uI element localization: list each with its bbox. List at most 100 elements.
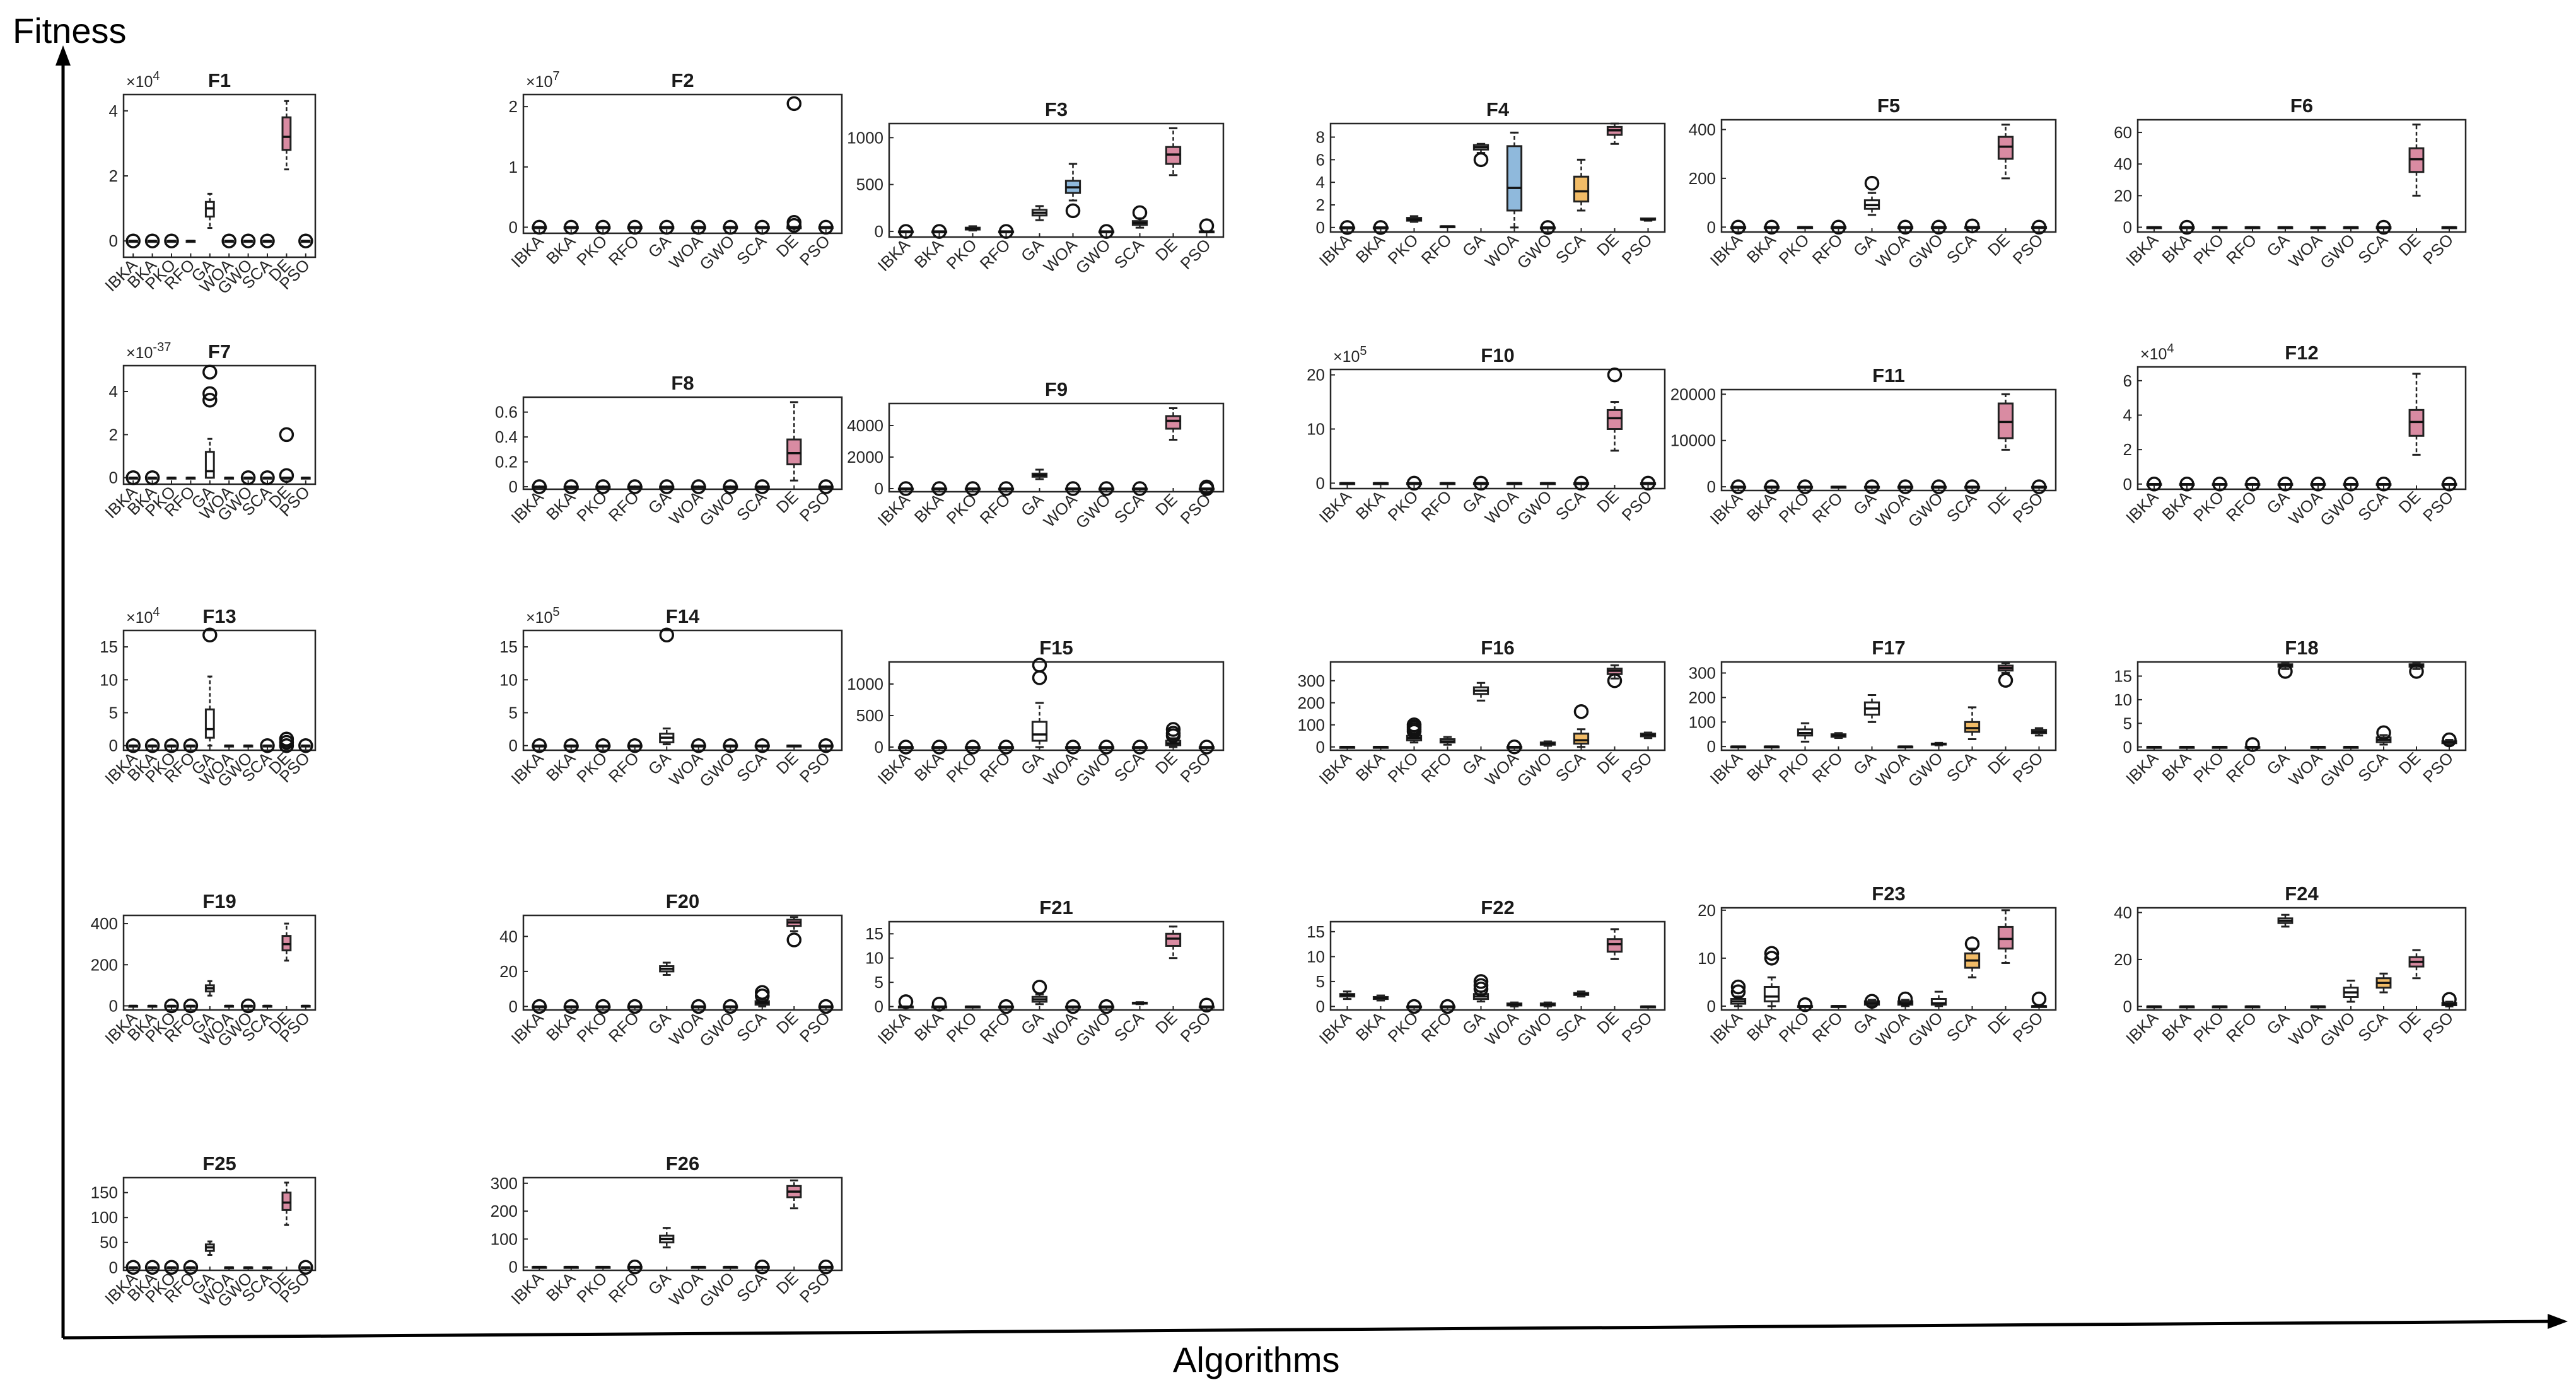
box-gwo: [2343, 746, 2359, 749]
y-tick-label: 0.6: [495, 403, 518, 422]
subplot-title: F12: [2285, 342, 2318, 364]
plot-frame: [122, 914, 317, 1011]
outlier-point: [279, 731, 294, 747]
outlier-point: [965, 481, 981, 496]
x-tick-label: GWO: [696, 748, 738, 791]
outlier-point: [298, 738, 313, 753]
subplot-title: F21: [1039, 896, 1073, 919]
outlier-point: [144, 233, 160, 248]
x-tick-label: WOA: [1481, 1008, 1523, 1050]
box-pso: [2031, 991, 2048, 1008]
x-tick-label: BKA: [2158, 487, 2194, 524]
box-body: [1606, 938, 1623, 953]
box-de: [2408, 124, 2425, 197]
box-bka: [147, 1004, 158, 1008]
outlier-point: [1065, 740, 1081, 755]
outlier-point: [755, 738, 770, 753]
outlier-point: [595, 738, 610, 753]
x-tick-label: BKA: [911, 235, 947, 272]
outlier-point: [691, 219, 706, 235]
box-bka: [1372, 746, 1389, 749]
x-tick-label: PSO: [2419, 748, 2457, 786]
box-de: [281, 1181, 292, 1226]
box-ga: [1031, 980, 1048, 1006]
outlier-point: [298, 233, 313, 248]
y-tick-label: 2: [109, 425, 118, 444]
subplot-title: F8: [671, 372, 694, 394]
x-tick-label: PSO: [1618, 748, 1656, 786]
y-tick-label: 15: [865, 924, 883, 943]
x-tick-label: PSO: [2009, 1008, 2047, 1046]
x-tick-label: PSO: [1177, 1008, 1215, 1046]
x-tick-label: GWO: [1513, 487, 1556, 529]
box-gwo: [240, 233, 256, 248]
box-ibka: [532, 479, 547, 494]
box-sca: [262, 1266, 272, 1270]
x-tick-label: RFO: [976, 1008, 1014, 1046]
box-sca: [1964, 218, 1981, 234]
subplot-title: F26: [666, 1152, 699, 1174]
x-tick-label: RFO: [605, 231, 643, 269]
x-tick-label: SCA: [1943, 489, 1980, 526]
box-pso: [300, 1004, 311, 1008]
outlier-point: [1931, 479, 1947, 494]
box-sca: [2375, 477, 2392, 492]
box-bka: [563, 219, 579, 235]
box-ibka: [2146, 1005, 2162, 1009]
y-tick-label: 200: [1298, 693, 1325, 712]
box-de: [1606, 664, 1623, 688]
box-pko: [595, 479, 611, 494]
y-tick-label: 0.2: [495, 453, 518, 472]
x-tick-label: SCA: [2354, 230, 2391, 267]
x-tick-label: SCA: [1943, 230, 1980, 267]
x-tick-label: IBKA: [507, 231, 547, 272]
y-tick-label: 100: [1298, 716, 1325, 734]
subplot-title: F15: [1039, 637, 1073, 659]
subplot-title: F19: [202, 890, 236, 912]
box-woa: [224, 1004, 235, 1008]
subplot-title: F18: [2285, 637, 2318, 659]
box-ibka: [897, 481, 914, 496]
box-pso: [818, 219, 834, 235]
outlier-point: [1764, 951, 1780, 966]
box-ga: [1863, 479, 1880, 494]
outlier-point: [2311, 477, 2326, 492]
box-ibka: [1339, 220, 1356, 235]
outlier-point: [183, 738, 199, 753]
box-bka: [1763, 745, 1780, 749]
x-tick-label: PSO: [2419, 1008, 2457, 1046]
outlier-point: [1573, 704, 1589, 719]
y-tick-label: 2: [1316, 195, 1325, 214]
outlier-point: [144, 470, 160, 485]
box-bka: [2179, 1005, 2195, 1009]
box-body: [1573, 175, 1590, 203]
outlier-point: [931, 481, 947, 496]
outlier-point: [164, 998, 179, 1014]
box-ga: [1472, 475, 1489, 491]
box-woa: [1064, 163, 1081, 219]
outlier-point: [1897, 219, 1913, 235]
box-de: [1165, 925, 1182, 960]
box-de: [1997, 662, 2014, 688]
subplot-title: F7: [208, 340, 231, 362]
box-sca: [1573, 704, 1590, 748]
outlier-point: [2212, 477, 2227, 492]
x-tick-label: PSO: [796, 231, 834, 269]
y-tick-label: 4000: [847, 416, 883, 435]
box-pso: [1198, 218, 1215, 234]
box-ibka: [125, 470, 141, 485]
x-tick-label: WOA: [665, 1008, 707, 1050]
box-body: [1964, 721, 1981, 733]
box-ga: [1031, 205, 1048, 221]
y-tick-label: 300: [1689, 664, 1716, 683]
box-de: [1606, 122, 1623, 145]
x-tick-label: SCA: [1552, 1008, 1589, 1045]
box-woa: [1506, 1001, 1523, 1007]
x-tick-label: GWO: [1072, 490, 1114, 532]
